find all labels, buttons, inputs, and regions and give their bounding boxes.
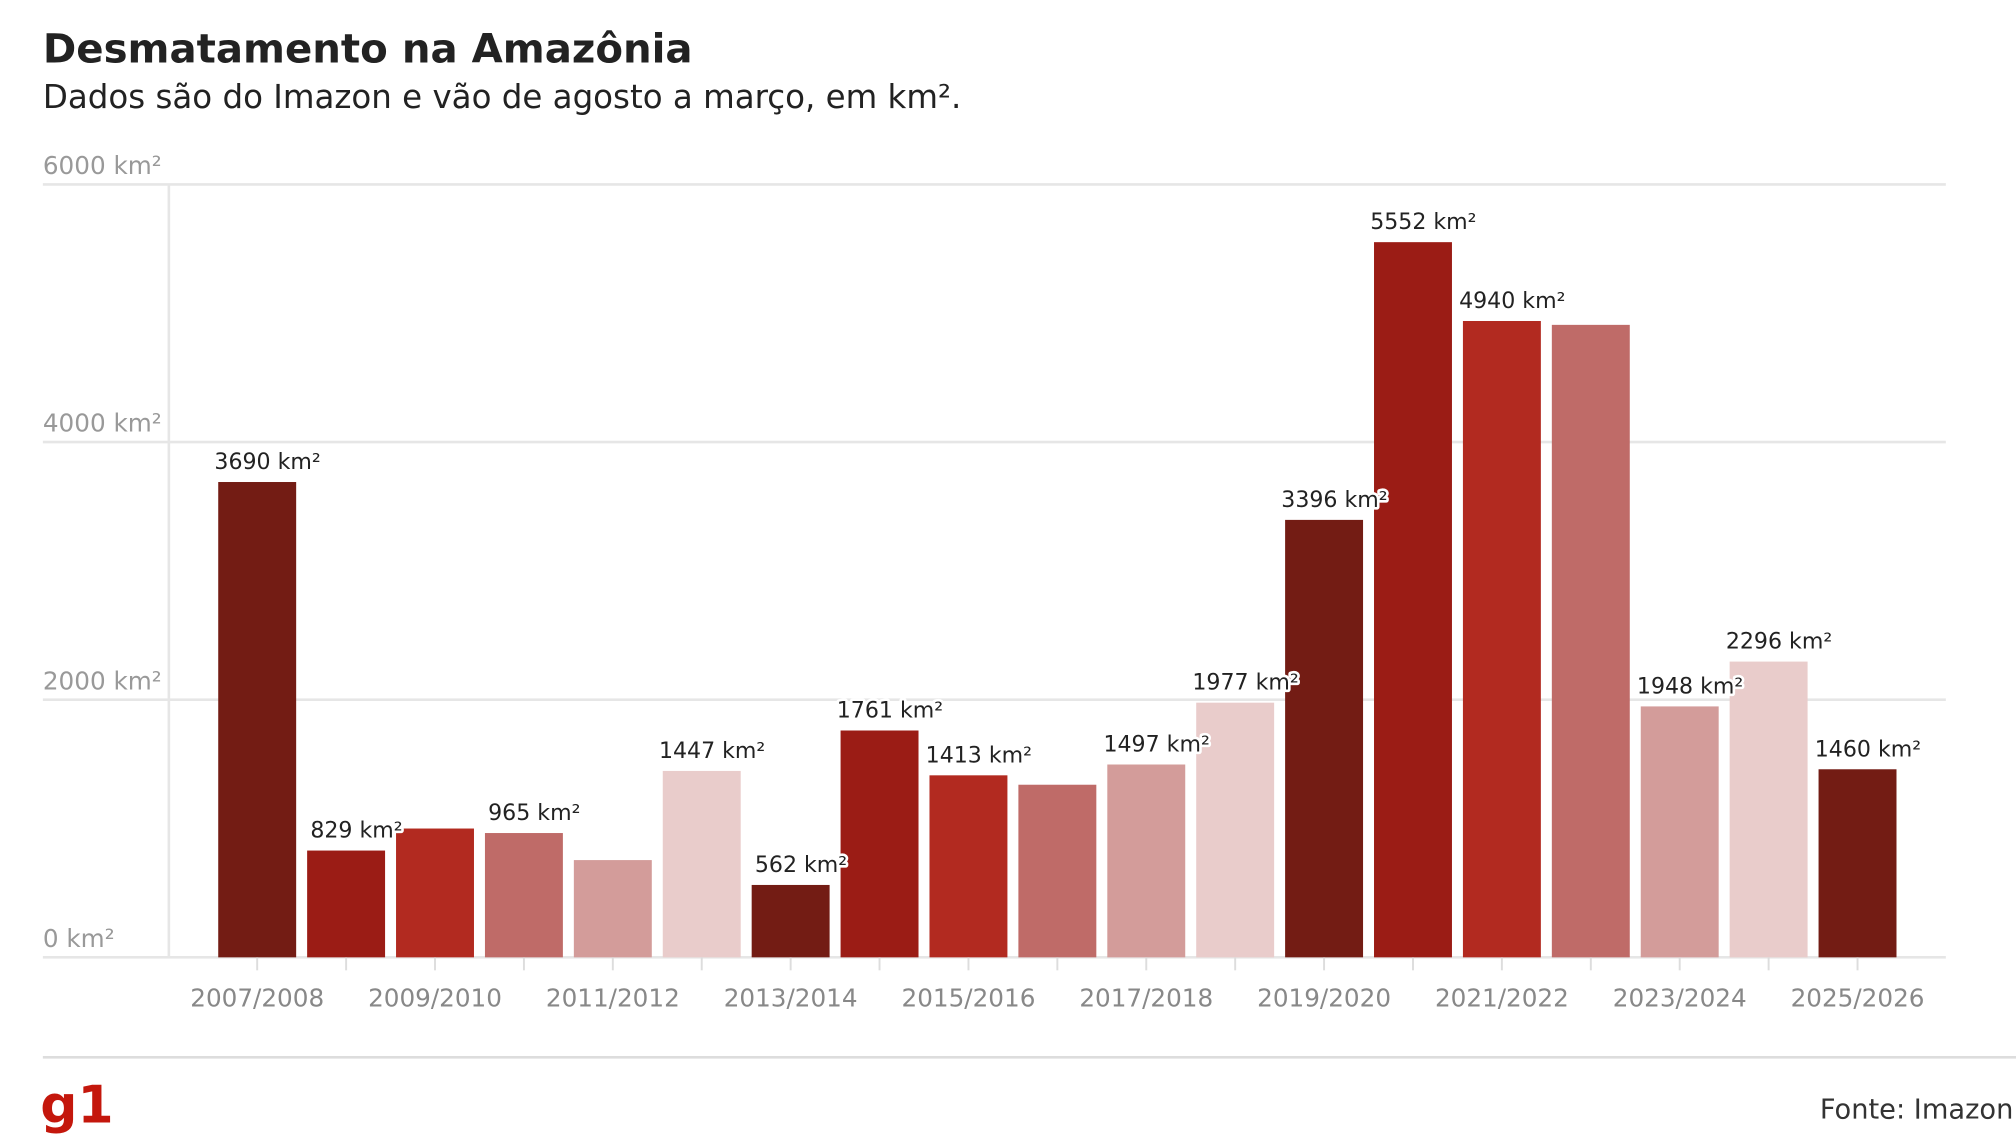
data-label: 5552 km² (1370, 210, 1476, 235)
bar-2008-2009 (307, 850, 386, 958)
bar-2025-2026 (1818, 769, 1897, 958)
bar-2017-2018 (1107, 764, 1186, 958)
bar-2020-2021 (1374, 242, 1452, 958)
data-label: 1460 km² (1815, 737, 1921, 762)
bar-2012-2013 (662, 770, 741, 958)
chart-subtitle: Dados são do Imazon e vão de agosto a ma… (43, 78, 961, 116)
x-tick-label: 2009/2010 (368, 984, 502, 1013)
y-tick-label: 4000 km² (43, 409, 162, 438)
x-tick-label: 2025/2026 (1791, 984, 1925, 1013)
y-tick-label: 2000 km² (43, 666, 162, 695)
data-labels: 3690 km² 829 km² 965 km² 1447 km² 562 km² 176… (212, 208, 1924, 881)
data-label: 1761 km² (837, 699, 943, 724)
bar-2018-2019 (1196, 702, 1275, 958)
data-label: 3690 km² (214, 450, 320, 475)
x-tick-label: 2023/2024 (1613, 984, 1747, 1013)
data-label: 965 km² (488, 801, 580, 826)
data-label: 562 km² (755, 853, 847, 878)
x-tick-label: 2015/2016 (902, 984, 1036, 1013)
bar-2024-2025 (1729, 661, 1808, 958)
data-label: 3396 km² (1281, 488, 1387, 513)
x-tick-label: 2007/2008 (190, 984, 324, 1013)
bar-2022-2023 (1551, 324, 1630, 958)
data-label: 829 km² (310, 819, 402, 844)
data-label: 1497 km² (1103, 733, 1209, 758)
g1-logo: g1 (40, 1075, 113, 1134)
data-label: 1447 km² (659, 739, 765, 764)
x-axis: 2007/2008 2009/2010 2011/2012 2013/2014 2015… (190, 957, 1925, 1013)
bar-2014-2015 (840, 730, 919, 958)
bar-2023-2024 (1640, 706, 1719, 958)
data-label: 1977 km² (1192, 671, 1298, 696)
bar-2013-2014 (751, 884, 830, 958)
bar-2009-2010 (396, 828, 474, 958)
x-tick-label: 2011/2012 (546, 984, 680, 1013)
data-label: 4940 km² (1459, 289, 1565, 314)
x-tick-label: 2021/2022 (1435, 984, 1569, 1013)
y-tick-label: 0 km² (43, 924, 115, 953)
x-tick-label: 2017/2018 (1079, 984, 1213, 1013)
x-tick-label: 2019/2020 (1257, 984, 1391, 1013)
bar-2010-2011 (484, 833, 563, 958)
bar-2016-2017 (1018, 784, 1097, 958)
x-tick-label: 2013/2014 (724, 984, 858, 1013)
bar-2011-2012 (573, 860, 652, 958)
source-note: Fonte: Imazon (1820, 1094, 2014, 1125)
data-label: 1948 km² (1637, 674, 1743, 699)
y-axis: 0 km² 2000 km² 4000 km² 6000 km² (43, 151, 162, 953)
data-label: 2296 km² (1726, 630, 1832, 655)
bar-2019-2020 (1285, 519, 1364, 958)
chart-title: Desmatamento na Amazônia (43, 26, 693, 72)
bar-2021-2022 (1462, 320, 1541, 958)
data-label: 1413 km² (926, 743, 1032, 768)
bar-2015-2016 (929, 775, 1008, 958)
bars (218, 242, 1897, 958)
y-tick-label: 6000 km² (43, 151, 162, 180)
bar-2007-2008 (218, 482, 297, 958)
